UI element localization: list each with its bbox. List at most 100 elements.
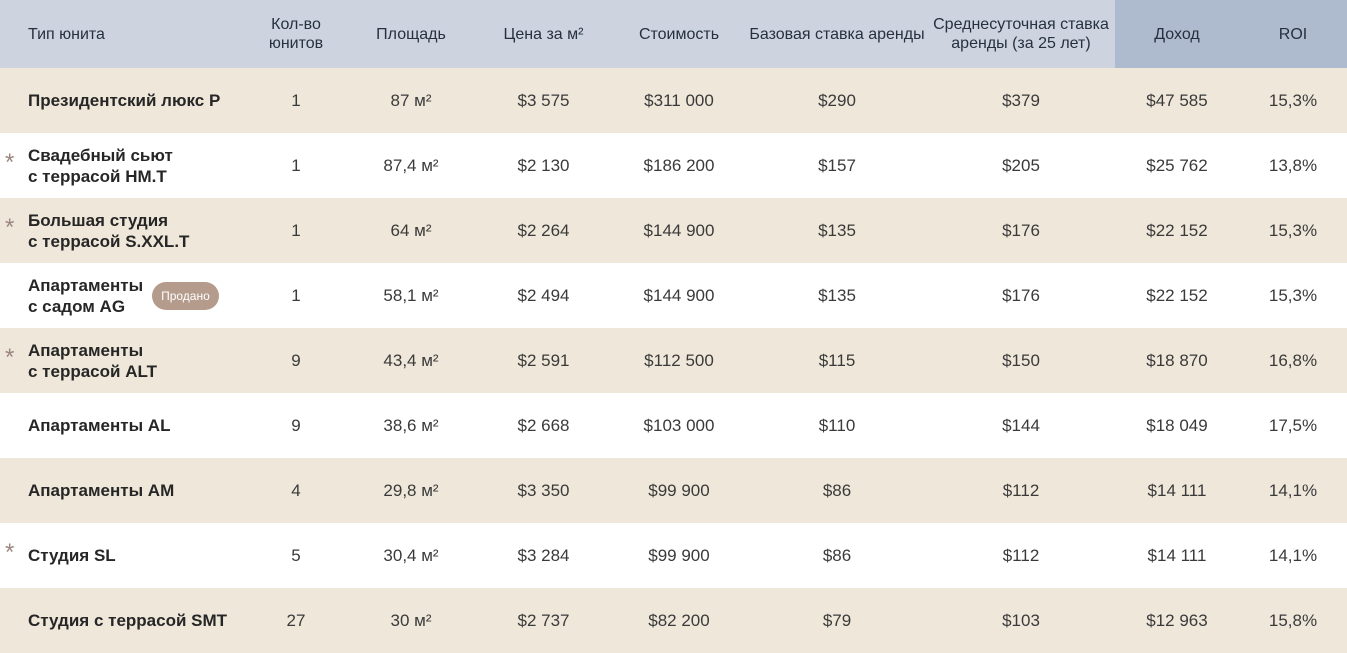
cell-roi: 17,5% <box>1268 415 1318 435</box>
cell-price-per-m2: $2 591 <box>517 350 570 370</box>
unit-type-line1: Президентский люкс P <box>28 91 221 110</box>
cell-price-per-m2: $3 284 <box>517 545 570 565</box>
unit-type-name: Студия с террасой SMT <box>28 610 227 631</box>
table-row: * Апартаменты с террасой ALT 9 43,4 м² $2 591… <box>0 328 1347 393</box>
cell-roi: 14,1% <box>1268 480 1318 500</box>
header-cost: Стоимость <box>638 25 720 43</box>
cell-area: 29,8 м² <box>383 480 439 500</box>
table-row: Апартаменты с садом AG Продано 1 58,1 м² $2 4… <box>0 263 1347 328</box>
unit-type-name: Свадебный сьют с террасой HM.T <box>28 145 173 187</box>
cell-roi: 15,8% <box>1268 610 1318 630</box>
cell-base-rate: $135 <box>818 285 856 305</box>
cell-income: $47 585 <box>1146 90 1208 110</box>
cell-qty: 1 <box>291 90 301 110</box>
cell-avg-rate: $176 <box>1002 220 1040 240</box>
cell-income: $18 049 <box>1146 415 1208 435</box>
table-row: Президентский люкс P 1 87 м² $3 575 $311 000… <box>0 68 1347 133</box>
asterisk-star-icon: * <box>5 213 15 241</box>
cell-qty: 5 <box>291 545 301 565</box>
table-header: Тип юнита Кол-во юнитов Площадь Цена за … <box>0 0 1347 68</box>
unit-type-name: Апартаменты с садом AG <box>28 275 143 317</box>
cell-unit-type: * Большая студия с террасой S.XXL.T <box>0 198 246 263</box>
cell-price-per-m2: $2 130 <box>517 155 570 175</box>
cell-income: $14 111 <box>1147 545 1207 565</box>
cell-base-rate: $86 <box>822 545 852 565</box>
header-roi: ROI <box>1239 0 1347 68</box>
cell-income: $22 152 <box>1146 285 1208 305</box>
cell-avg-rate: $379 <box>1002 90 1040 110</box>
unit-type-line1: Студия SL <box>28 546 116 565</box>
cell-cost: $82 200 <box>648 610 710 630</box>
cell-base-rate: $79 <box>822 610 852 630</box>
cell-roi: 13,8% <box>1268 155 1318 175</box>
unit-type-line1: Студия с террасой SMT <box>28 611 228 630</box>
cell-unit-type: Апартаменты с садом AG Продано <box>0 263 246 328</box>
table-row: Апартаменты AM 4 29,8 м² $3 350 $99 900 $86 $1… <box>0 458 1347 523</box>
cell-avg-rate: $112 <box>1002 545 1040 565</box>
unit-type-line1: Апартаменты <box>28 275 144 295</box>
cell-income: $25 762 <box>1146 155 1208 175</box>
cell-roi: 14,1% <box>1268 545 1318 565</box>
cell-income: $14 111 <box>1147 480 1207 500</box>
cell-cost: $99 900 <box>648 480 710 500</box>
cell-unit-type: * Свадебный сьют с террасой HM.T <box>0 133 246 198</box>
cell-cost: $112 500 <box>644 350 714 370</box>
cell-qty: 9 <box>291 415 301 435</box>
cell-qty: 4 <box>291 480 301 500</box>
cell-area: 38,6 м² <box>383 415 439 435</box>
cell-area: 43,4 м² <box>383 350 439 370</box>
asterisk-star-icon: * <box>5 538 15 566</box>
unit-type-line1: Большая студия <box>28 210 169 230</box>
cell-qty: 27 <box>286 610 306 630</box>
cell-avg-rate: $205 <box>1002 155 1040 175</box>
cell-area: 30,4 м² <box>383 545 439 565</box>
unit-type-name: Апартаменты с террасой ALT <box>28 340 157 382</box>
cell-unit-type: Апартаменты AM <box>0 458 246 523</box>
cell-base-rate: $290 <box>818 90 856 110</box>
unit-type-line2: с террасой S.XXL.T <box>28 231 190 251</box>
cell-unit-type: Президентский люкс P <box>0 68 246 133</box>
unit-type-line1: Апартаменты AM <box>28 481 175 500</box>
cell-base-rate: $86 <box>822 480 852 500</box>
cell-price-per-m2: $2 668 <box>517 415 570 435</box>
cell-qty: 1 <box>291 285 301 305</box>
cell-price-per-m2: $3 350 <box>517 480 570 500</box>
cell-roi: 15,3% <box>1268 90 1318 110</box>
unit-type-line2: с террасой ALT <box>28 361 157 381</box>
unit-type-line2: с садом AG <box>28 296 126 316</box>
cell-unit-type: Студия с террасой SMT <box>0 588 246 653</box>
cell-base-rate: $157 <box>818 155 856 175</box>
unit-type-name: Большая студия с террасой S.XXL.T <box>28 210 189 252</box>
cell-roi: 16,8% <box>1268 350 1318 370</box>
header-type: Тип юнита <box>28 25 105 43</box>
table-row: * Студия SL 5 30,4 м² $3 284 $99 900 $86 $112 $1… <box>0 523 1347 588</box>
header-avg-rate: Среднесуточная ставка аренды (за 25 лет) <box>933 16 1109 52</box>
table-body: Президентский люкс P 1 87 м² $3 575 $311 000… <box>0 68 1347 653</box>
cell-price-per-m2: $3 575 <box>517 90 570 110</box>
header-price: Цена за м² <box>503 25 584 43</box>
cell-avg-rate: $150 <box>1002 350 1040 370</box>
table-row: Студия с террасой SMT 27 30 м² $2 737 $82 20… <box>0 588 1347 653</box>
cell-roi: 15,3% <box>1268 220 1318 240</box>
cell-area: 30 м² <box>390 610 432 630</box>
cell-price-per-m2: $2 737 <box>517 610 570 630</box>
header-area: Площадь <box>376 25 446 43</box>
unit-type-name: Апартаменты AL <box>28 415 170 436</box>
unit-type-line1: Апартаменты <box>28 340 144 360</box>
cell-avg-rate: $103 <box>1002 610 1040 630</box>
cell-income: $18 870 <box>1146 350 1208 370</box>
cell-price-per-m2: $2 264 <box>517 220 570 240</box>
unit-type-line2: с террасой HM.T <box>28 166 167 186</box>
cell-area: 58,1 м² <box>383 285 439 305</box>
cell-cost: $103 000 <box>643 415 715 435</box>
cell-cost: $186 200 <box>643 155 715 175</box>
cell-base-rate: $110 <box>818 415 856 435</box>
cell-avg-rate: $112 <box>1002 480 1040 500</box>
unit-type-line1: Свадебный сьют <box>28 145 173 165</box>
cell-area: 87 м² <box>390 90 432 110</box>
cell-cost: $144 900 <box>643 285 715 305</box>
cell-cost: $311 000 <box>644 90 714 110</box>
cell-qty: 1 <box>291 155 301 175</box>
unit-type-name: Президентский люкс P <box>28 90 220 111</box>
